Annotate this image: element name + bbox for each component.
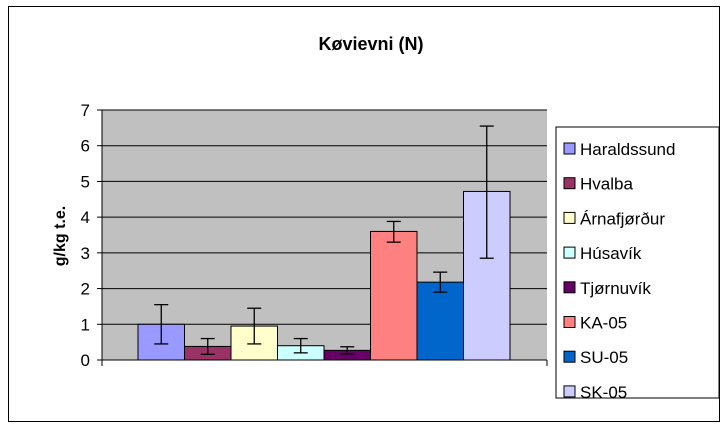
legend-label-1: Hvalba <box>580 175 633 194</box>
legend-label-3: Húsavík <box>580 244 642 263</box>
legend-label-4: Tjørnuvík <box>580 279 651 298</box>
y-tick-label: 5 <box>81 172 90 191</box>
y-tick-label: 6 <box>81 137 90 156</box>
legend-box <box>555 126 720 399</box>
bars <box>137 190 511 361</box>
y-tick-labels: 0 1 2 3 4 5 6 7 <box>81 101 90 370</box>
legend-swatch-4 <box>563 281 576 294</box>
legend-swatch-0 <box>563 142 576 155</box>
y-tick-label: 3 <box>81 244 90 263</box>
legend-label-7: SK-05 <box>580 383 627 402</box>
y-tick-label: 7 <box>81 101 90 120</box>
error-bars <box>154 125 494 355</box>
y-axis-label: g/kg t.e. <box>52 206 69 266</box>
legend-label-0: Haraldssund <box>580 140 675 159</box>
legend-swatch-3 <box>563 246 576 259</box>
legend-swatch-6 <box>563 350 576 363</box>
legend-label-6: SU-05 <box>580 348 628 367</box>
legend-swatch-5 <box>563 316 576 328</box>
legend-swatch-1 <box>563 177 576 190</box>
legend: Haraldssund Hvalba Árnafjørður Húsavík Tjørn… <box>563 140 675 402</box>
legend-label-5: KA-05 <box>580 314 627 333</box>
y-tick-label: 0 <box>81 351 90 370</box>
bar-5 <box>370 230 418 361</box>
bar-6 <box>416 281 464 361</box>
y-tick-label: 2 <box>81 280 90 299</box>
y-tick-label: 1 <box>81 315 90 334</box>
chart-title: Køvievni (N) <box>318 34 423 54</box>
legend-swatch-7 <box>563 385 576 398</box>
y-tick-label: 4 <box>81 208 90 227</box>
axes <box>101 110 548 366</box>
legend-swatch-2 <box>563 211 576 224</box>
legend-label-2: Árnafjørður <box>580 209 665 228</box>
